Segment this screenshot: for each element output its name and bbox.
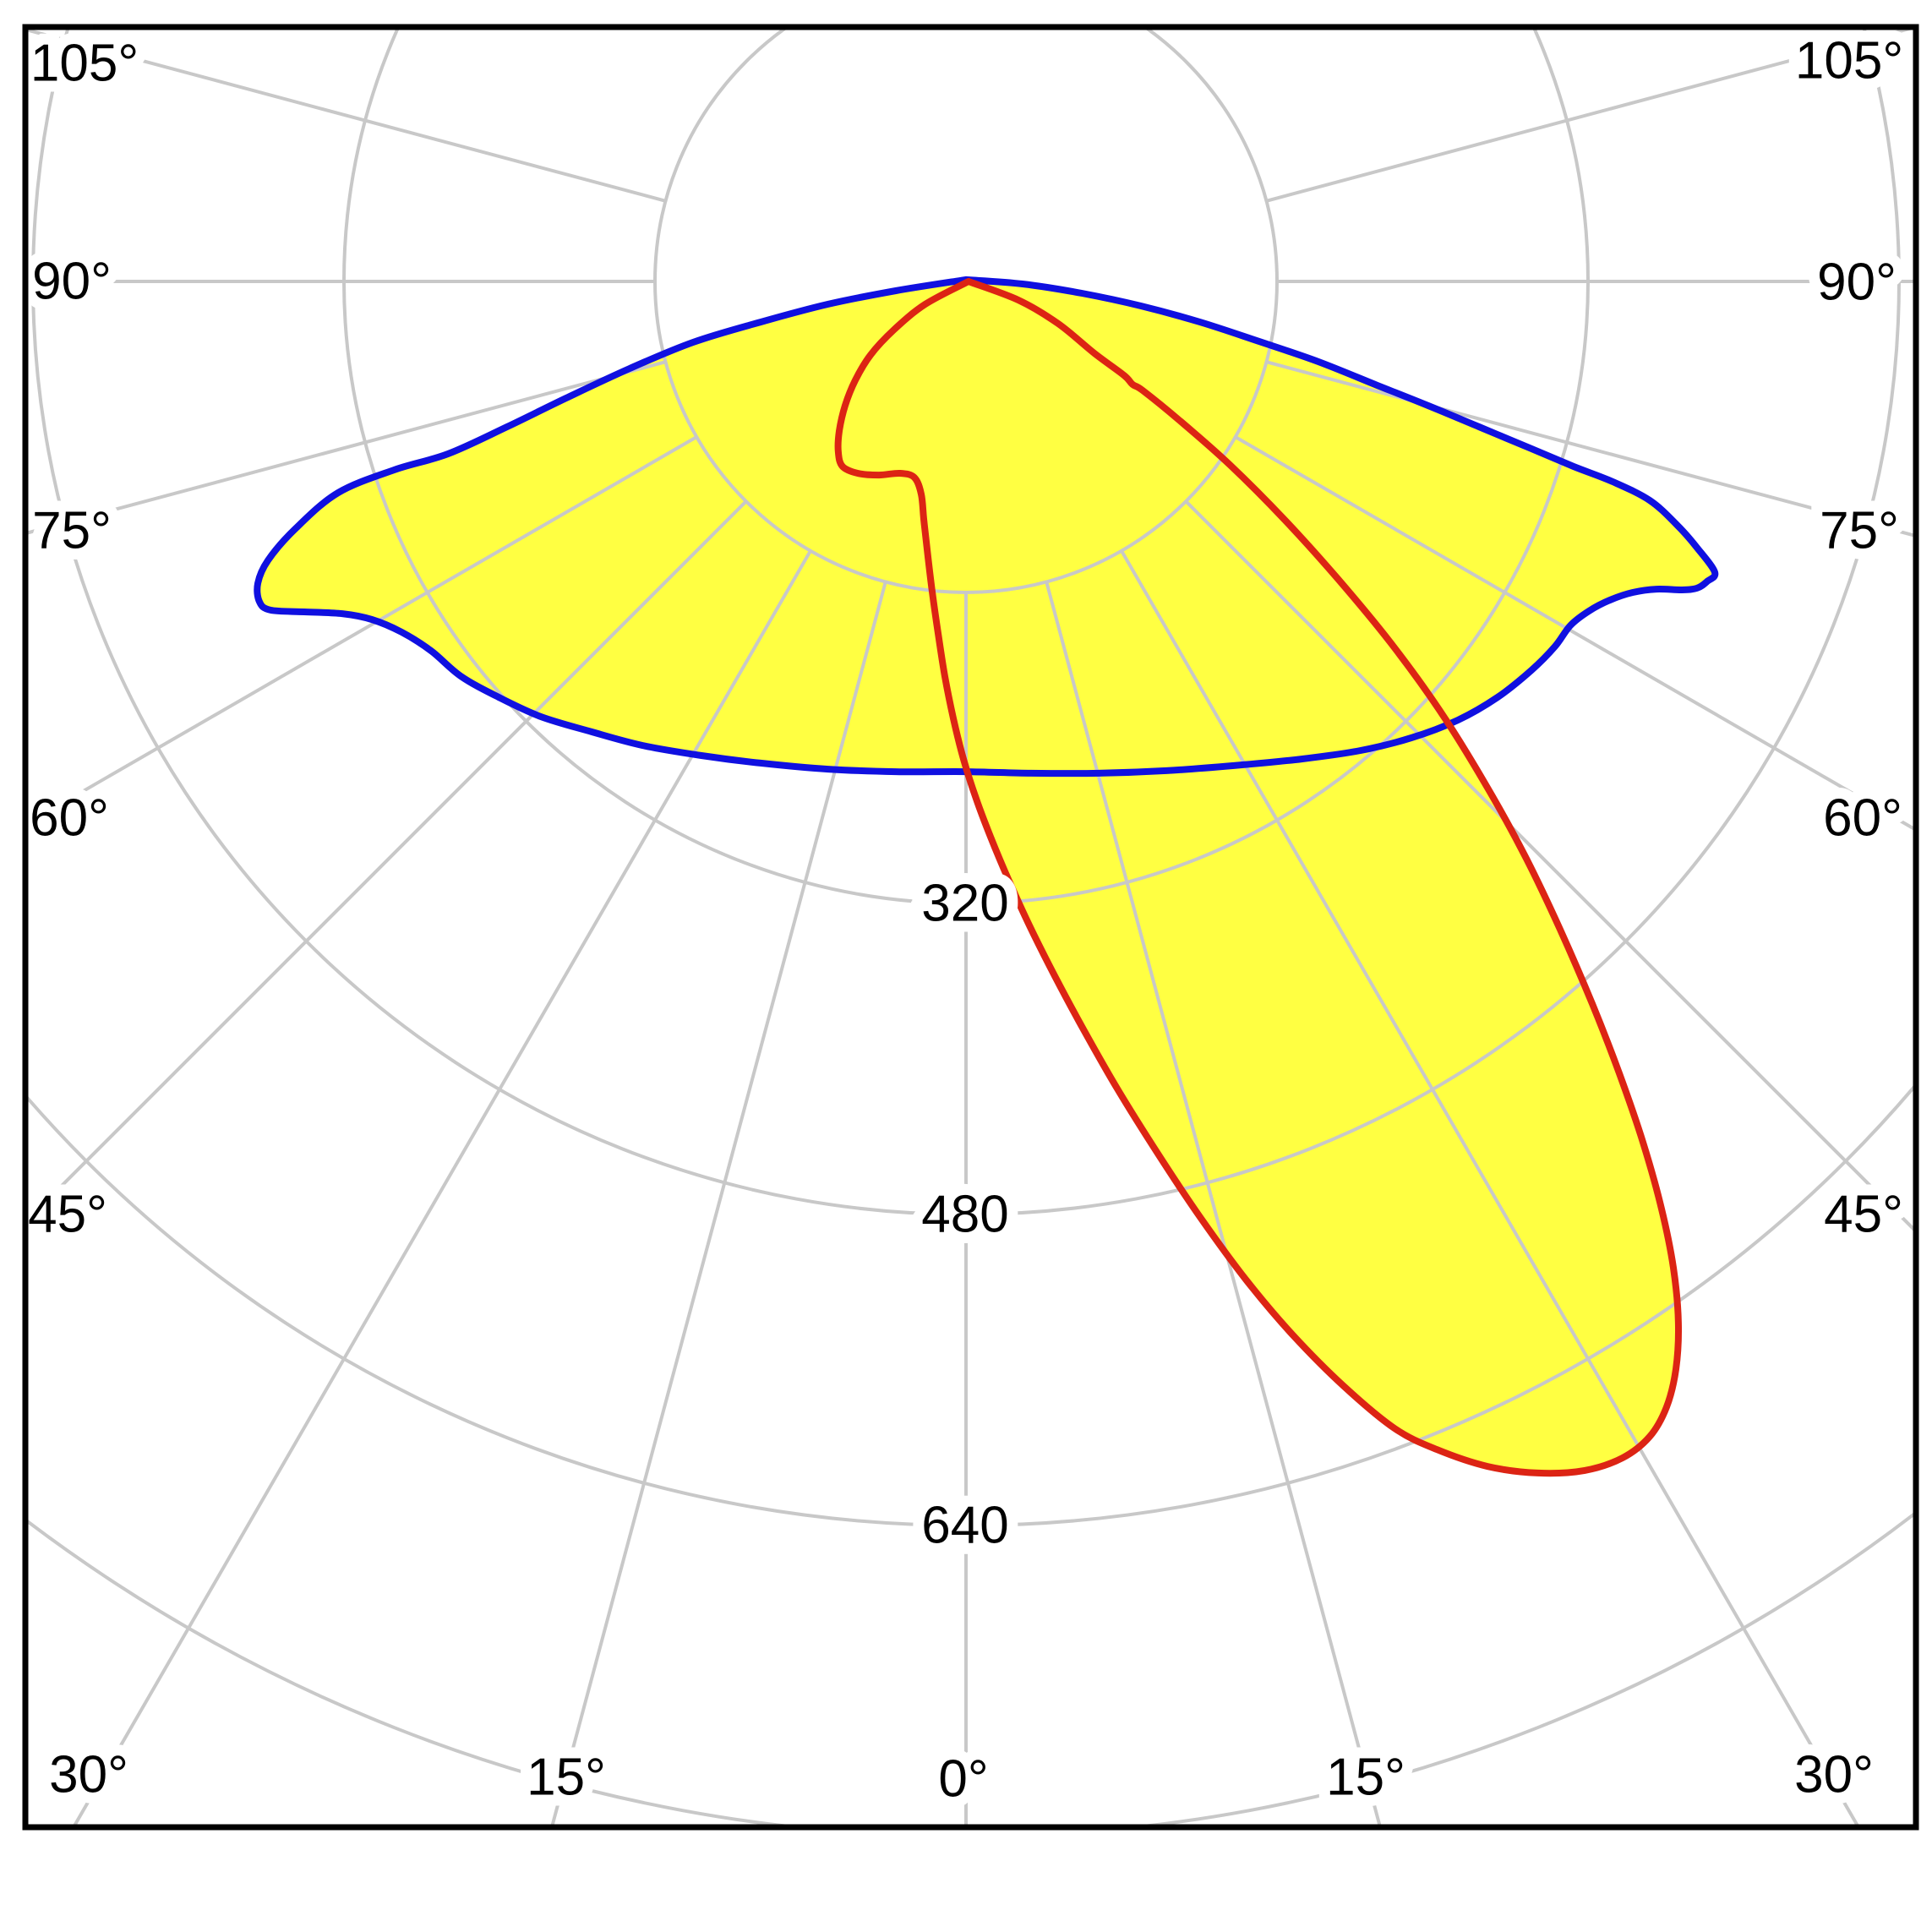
curve-red	[834, 278, 1683, 1477]
gamma-label-5-30deg: 30°	[49, 1746, 128, 1804]
gamma-label-9-30deg: 30°	[1794, 1746, 1874, 1804]
gamma-label-7-0deg: 0°	[938, 1750, 988, 1809]
gamma-label-4-45deg: 45°	[28, 1186, 107, 1244]
gamma-label-2-75deg: 75°	[32, 502, 112, 560]
gamma-line-minus-30	[73, 549, 812, 1825]
gamma-label-8-15deg: 15°	[1326, 1749, 1405, 1807]
gamma-line-60	[1234, 435, 1913, 831]
gamma-line-minus-45	[28, 499, 748, 1222]
gamma-label-14-105deg: 105°	[1795, 32, 1903, 90]
gamma-label-0-105deg: 105°	[30, 35, 139, 93]
gamma-line-minus-105	[28, 30, 667, 203]
gamma-label-6-15deg: 15°	[527, 1749, 606, 1807]
gamma-line-minus-75	[28, 360, 667, 535]
gamma-label-3-60deg: 60°	[30, 789, 109, 848]
gamma-line-75	[1265, 360, 1913, 538]
curve-red-fill	[838, 281, 1679, 1474]
radial-value-label-640: 640	[921, 1497, 1008, 1555]
gamma-label-13-90deg: 90°	[1817, 254, 1897, 312]
curve-blue	[254, 276, 1719, 778]
plot-border	[22, 24, 1919, 1831]
label-layer: 320 480 640 105° 90° 75° 60° 45° 30° 15° 0° 15° 30° 4…	[17, 21, 1914, 1820]
gamma-label-10-45deg: 45°	[1824, 1186, 1903, 1244]
gamma-line-105	[1265, 30, 1912, 203]
gamma-line-30	[1120, 549, 1859, 1825]
radial-value-label-320: 320	[921, 875, 1008, 933]
gamma-label-12-75deg: 75°	[1820, 502, 1899, 560]
radial-value-label-480: 480	[921, 1186, 1008, 1244]
gamma-line-minus-15	[550, 581, 887, 1825]
gamma-line-minus-60	[28, 435, 698, 825]
gamma-label-11-60deg: 60°	[1823, 789, 1902, 848]
gamma-line-15	[1045, 581, 1382, 1825]
gamma-line-45	[1184, 499, 1913, 1231]
gamma-label-1-90deg: 90°	[32, 253, 112, 311]
